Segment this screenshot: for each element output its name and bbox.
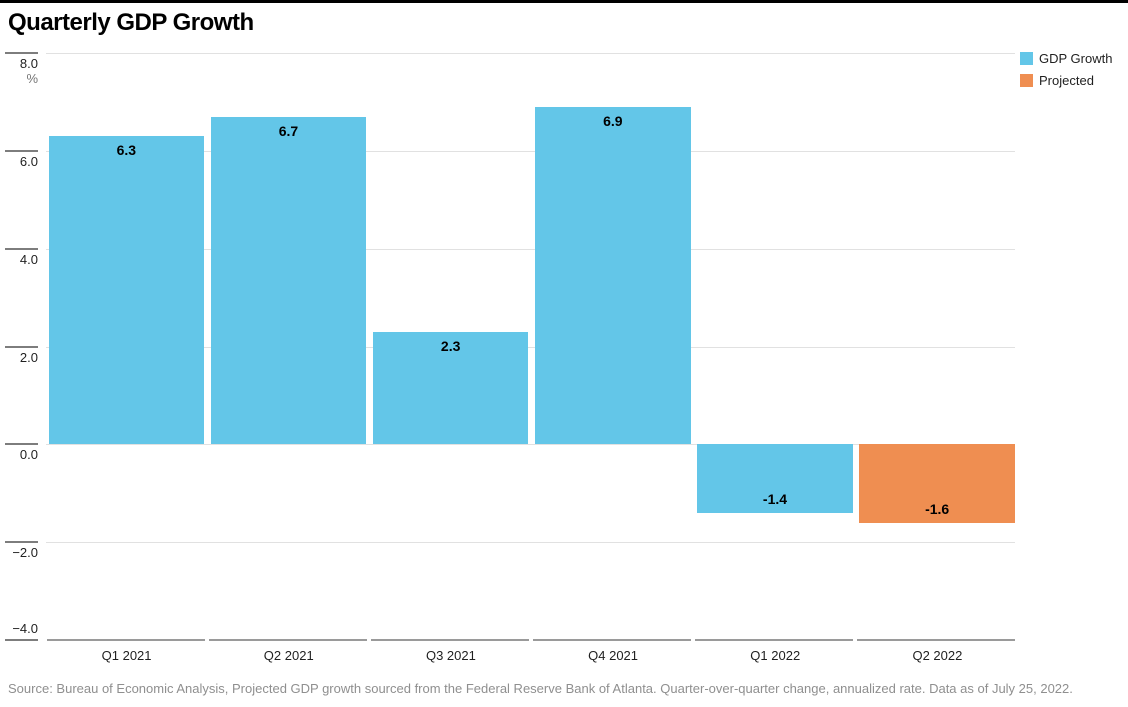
- y-tick: [5, 52, 38, 54]
- bar-q1-2021: [48, 136, 205, 445]
- y-gridline: [45, 248, 1015, 250]
- x-tick-label-q2-2021: Q2 2021: [263, 648, 314, 663]
- y-tick: [5, 639, 38, 641]
- legend-swatch: [1020, 74, 1033, 87]
- x-axis-segment: [370, 639, 529, 641]
- x-axis-segment: [533, 639, 692, 641]
- x-tick-label-q3-2021: Q3 2021: [425, 648, 476, 663]
- y-tick-label: 2.0: [19, 349, 38, 365]
- y-gridline: [45, 542, 1015, 544]
- y-tick-label: 6.0: [19, 153, 38, 169]
- bar-q2-2022: [859, 444, 1015, 523]
- x-axis-segment: [46, 639, 205, 641]
- bar-value-label-q2-2021: 6.7: [278, 122, 299, 139]
- y-tick: [5, 149, 38, 152]
- bar-q2-2021: [210, 116, 367, 445]
- y-gridline: [45, 53, 1015, 54]
- y-gridline: [45, 346, 1015, 348]
- y-tick: [5, 345, 38, 348]
- x-tick-label-q4-2021: Q4 2021: [588, 648, 639, 663]
- y-tick-label: 0.0: [19, 447, 38, 463]
- y-tick: [5, 247, 38, 250]
- y-tick: [5, 443, 38, 446]
- x-axis-segment: [695, 639, 854, 641]
- legend-item-projected: Projected: [1020, 73, 1128, 89]
- y-tick-label: −2.0: [12, 545, 38, 561]
- x-axis-segment: [857, 639, 1016, 641]
- y-tick: [5, 541, 38, 544]
- x-tick-label-q1-2022: Q1 2022: [750, 648, 801, 663]
- top-rule: [0, 0, 1128, 3]
- x-tick-label-q2-2022: Q2 2022: [912, 648, 963, 663]
- bar-value-label-q1-2021: 6.3: [116, 142, 137, 159]
- y-tick-label: 4.0: [19, 251, 38, 267]
- source-note: Source: Bureau of Economic Analysis, Pro…: [8, 681, 1073, 696]
- x-axis-segment: [208, 639, 367, 641]
- legend-label: Projected: [1039, 73, 1094, 88]
- y-gridline: [45, 150, 1015, 152]
- x-tick-label-q1-2021: Q1 2021: [101, 648, 152, 663]
- chart-legend: GDP Growth Projected: [1020, 51, 1128, 95]
- bar-q3-2021: [372, 331, 529, 445]
- bar-value-label-q1-2022: -1.4: [762, 490, 788, 507]
- y-axis-unit-label: %: [26, 71, 38, 86]
- bar-value-label-q3-2021: 2.3: [440, 337, 461, 354]
- bar-value-label-q4-2021: 6.9: [603, 112, 623, 129]
- legend-label: GDP Growth: [1039, 51, 1113, 66]
- legend-swatch: [1020, 52, 1033, 65]
- bar-q1-2022: [697, 444, 853, 513]
- y-tick-label: 8.0: [19, 56, 38, 71]
- y-tick-label: −4.0: [12, 621, 38, 636]
- legend-item-gdp-growth: GDP Growth: [1020, 51, 1128, 67]
- y-gridline: [45, 444, 1015, 446]
- bar-q4-2021: [535, 106, 691, 445]
- chart-title: Quarterly GDP Growth: [8, 9, 254, 36]
- bar-value-label-q2-2022: -1.6: [925, 500, 950, 517]
